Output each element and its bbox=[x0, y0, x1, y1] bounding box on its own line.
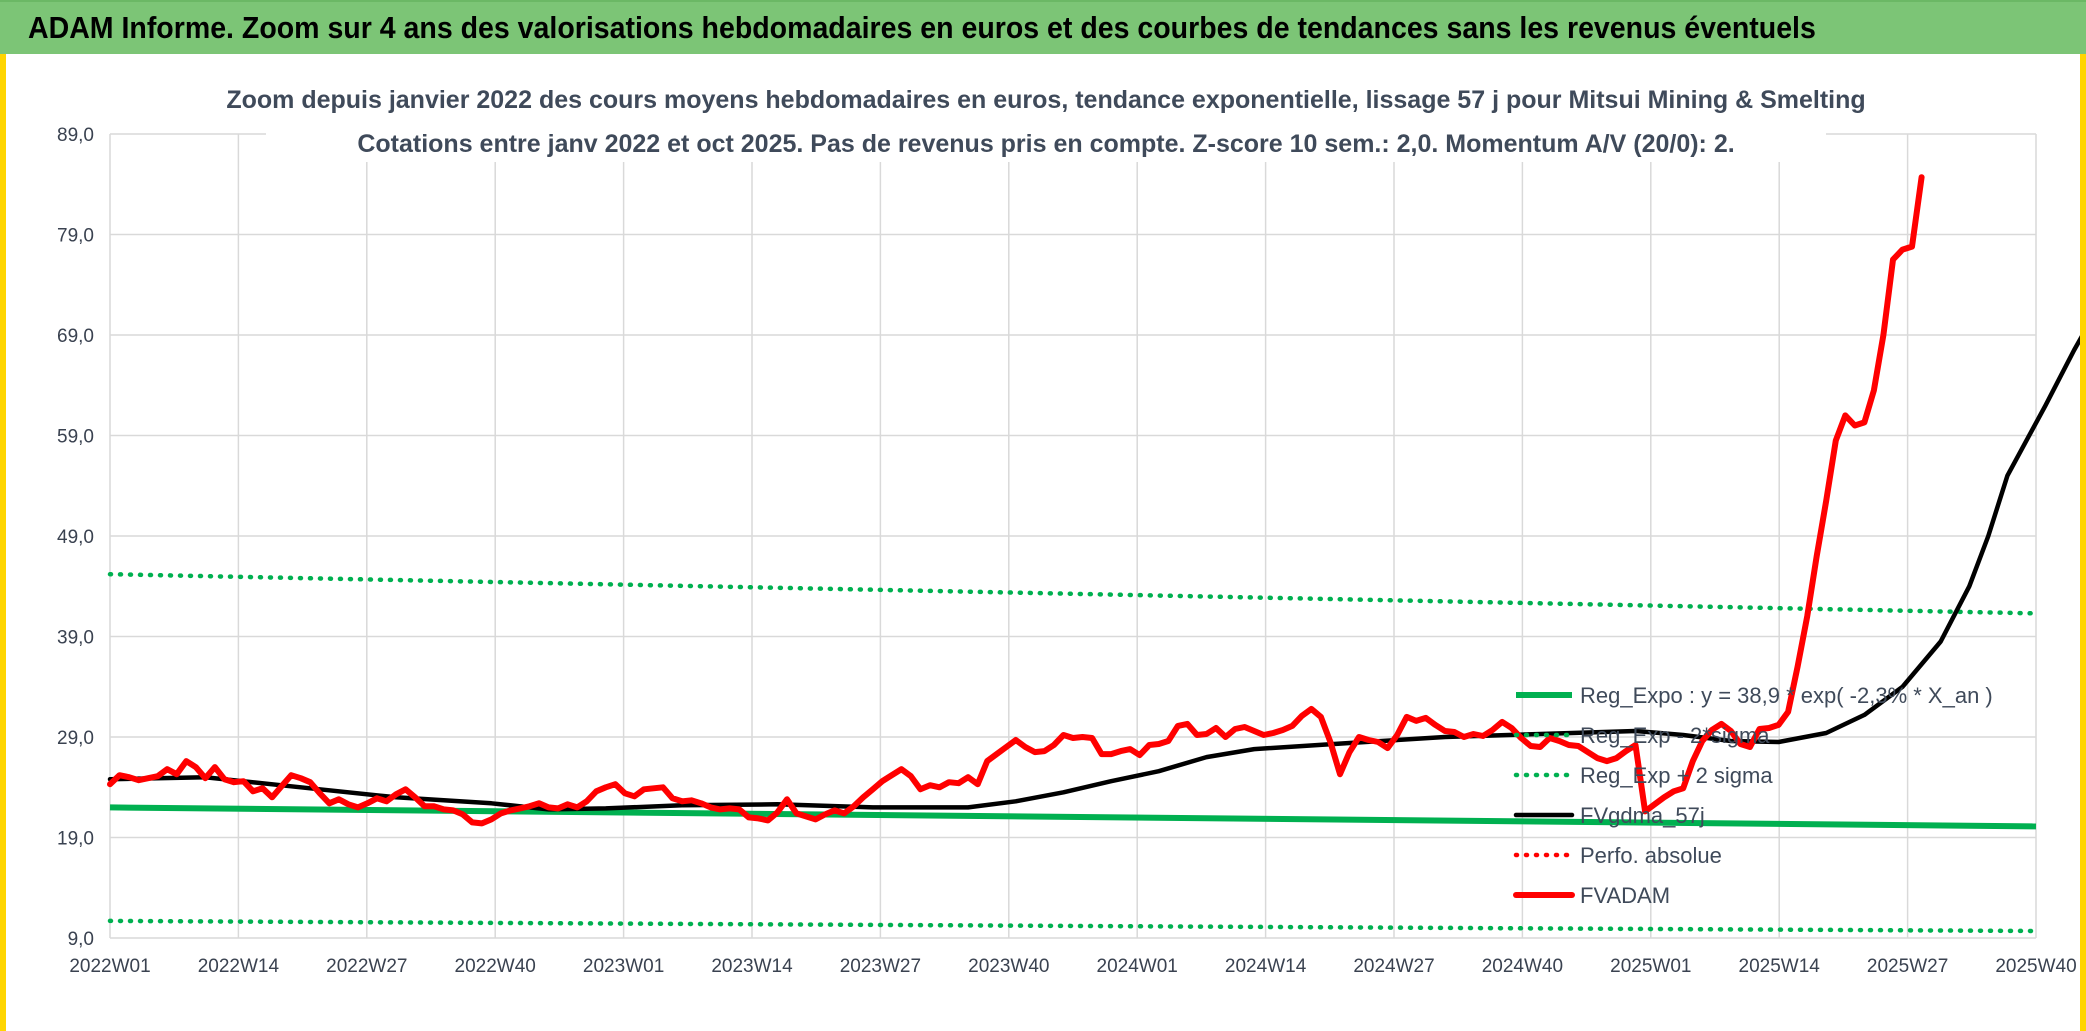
series-line-reg-exp-2-sigma bbox=[107, 918, 2039, 934]
x-tick-label: 2023W40 bbox=[968, 956, 1049, 977]
report-title: ADAM Informe. Zoom sur 4 ans des valoris… bbox=[28, 10, 1816, 45]
legend-label: FVgdma_57j bbox=[1580, 803, 1705, 828]
series-line-reg-expo-y-38-9-exp-2-3-x-an bbox=[109, 804, 2037, 830]
x-tick-label: 2022W01 bbox=[69, 956, 150, 977]
legend-label: Perfo. absolue bbox=[1580, 843, 1722, 868]
title-background bbox=[266, 74, 1826, 162]
y-tick-label: 79,0 bbox=[57, 226, 94, 247]
legend-label: FVADAM bbox=[1580, 883, 1670, 908]
y-tick-label: 59,0 bbox=[57, 427, 94, 448]
y-tick-label: 9,0 bbox=[68, 929, 94, 950]
series-line-fvgdma-57j bbox=[107, 335, 2080, 812]
series-lines bbox=[107, 174, 2080, 934]
y-axis-ticks: 89,0 79,0 69,0 59,0 49,0 39,0 29,0 19,0 9,0 bbox=[57, 125, 94, 950]
legend-label: Reg_Expo : y = 38,9 * exp( -2,3% * X_an … bbox=[1580, 683, 1993, 708]
y-tick-label: 69,0 bbox=[57, 326, 94, 347]
x-tick-label: 2024W01 bbox=[1097, 956, 1178, 977]
x-tick-label: 2023W27 bbox=[840, 956, 921, 977]
x-tick-label: 2025W01 bbox=[1610, 956, 1691, 977]
x-tick-label: 2024W27 bbox=[1353, 956, 1434, 977]
report-header: ADAM Informe. Zoom sur 4 ans des valoris… bbox=[0, 0, 2086, 54]
x-tick-label: 2025W27 bbox=[1867, 956, 1948, 977]
chart-title: Zoom depuis janvier 2022 des cours moyen… bbox=[226, 86, 1865, 114]
x-tick-label: 2025W14 bbox=[1739, 956, 1821, 977]
series-line-reg-exp-2-sigma bbox=[107, 571, 2039, 616]
y-tick-label: 29,0 bbox=[57, 728, 94, 749]
line-chart: 89,0 79,0 69,0 59,0 49,0 39,0 29,0 19,0 9,0 2022… bbox=[57, 74, 2080, 977]
x-tick-label: 2023W14 bbox=[711, 956, 793, 977]
legend-label: Reg_Exp - 2*sigma bbox=[1580, 723, 1770, 748]
legend-label: Reg_Exp + 2 sigma bbox=[1580, 763, 1773, 788]
x-axis-ticks: 2022W01 2022W14 2022W27 2022W40 2023W01 2023W… bbox=[69, 956, 2076, 977]
chart-title-block: Zoom depuis janvier 2022 des cours moyen… bbox=[226, 74, 1866, 162]
series-line-fvadam bbox=[107, 174, 1925, 827]
y-tick-label: 89,0 bbox=[57, 125, 94, 146]
gridlines bbox=[109, 133, 2037, 939]
y-tick-label: 19,0 bbox=[57, 829, 94, 850]
x-tick-label: 2022W14 bbox=[198, 956, 280, 977]
x-tick-label: 2022W27 bbox=[326, 956, 407, 977]
x-tick-label: 2023W01 bbox=[583, 956, 664, 977]
x-tick-label: 2025W40 bbox=[1995, 956, 2076, 977]
chart-subtitle: Cotations entre janv 2022 et oct 2025. P… bbox=[357, 130, 1734, 158]
x-tick-label: 2024W40 bbox=[1482, 956, 1563, 977]
chart-legend: Reg_Expo : y = 38,9 * exp( -2,3% * X_an … bbox=[1513, 683, 1993, 908]
x-tick-label: 2024W14 bbox=[1225, 956, 1307, 977]
chart-frame: 89,0 79,0 69,0 59,0 49,0 39,0 29,0 19,0 9,0 2022… bbox=[0, 54, 2086, 1031]
x-tick-label: 2022W40 bbox=[455, 956, 536, 977]
y-tick-label: 49,0 bbox=[57, 527, 94, 548]
y-tick-label: 39,0 bbox=[57, 628, 94, 649]
